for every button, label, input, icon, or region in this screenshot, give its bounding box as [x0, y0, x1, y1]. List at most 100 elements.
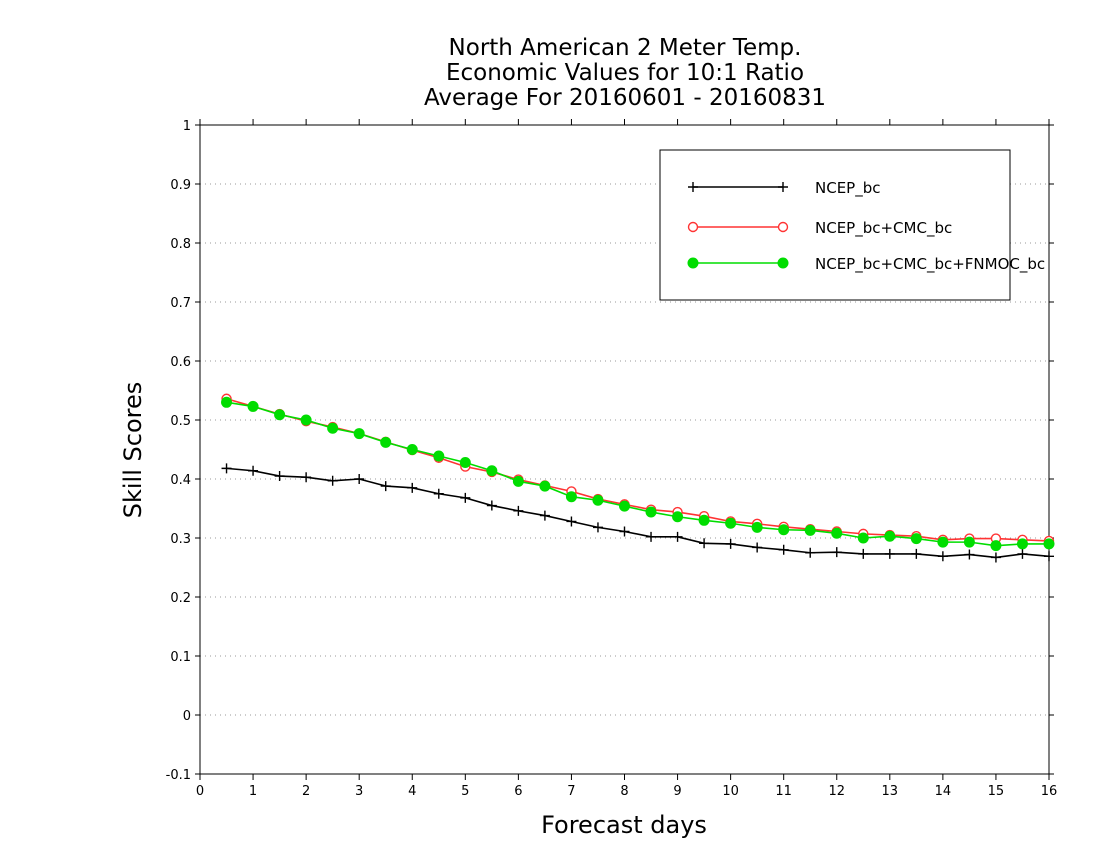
legend-label: NCEP_bc: [815, 179, 881, 198]
x-tick-label: 4: [408, 784, 416, 799]
y-tick-label: 0: [183, 709, 191, 724]
data-point-plus: [301, 472, 312, 483]
data-point-filled-circle: [433, 450, 445, 462]
chart-title-line-3: Average For 20160601 - 20160831: [423, 85, 827, 111]
data-point-filled-circle: [1016, 538, 1028, 550]
chart-title-line-1: North American 2 Meter Temp.: [448, 35, 802, 61]
data-point-filled-circle: [565, 491, 577, 503]
data-point-filled-circle: [778, 524, 790, 536]
data-point-filled-circle: [486, 465, 498, 477]
series-ncep-bc-cmc-bc: [221, 393, 1055, 547]
data-point-filled-circle: [884, 530, 896, 542]
data-point-plus: [672, 531, 683, 542]
series-ncep-bc-cmc-bc-fnmoc-bc: [221, 396, 1055, 552]
data-point-plus: [911, 548, 922, 559]
data-point-plus: [380, 481, 391, 492]
data-point-filled-circle: [353, 428, 365, 440]
series-line: [226, 401, 1049, 547]
series-ncep-bc: [221, 463, 1054, 563]
data-point-filled-circle: [804, 524, 816, 536]
data-point-plus: [327, 475, 338, 486]
data-point-plus: [778, 544, 789, 555]
legend: NCEP_bc NCEP_bc+CMC_bc NCEP_bc+CMC_bc+FNMO…: [659, 149, 1045, 301]
data-point-plus: [248, 465, 259, 476]
data-point-plus: [1017, 548, 1028, 559]
data-point-plus: [1044, 551, 1054, 562]
data-point-filled-circle: [300, 414, 312, 426]
data-point-plus: [858, 548, 869, 559]
data-point-filled-circle: [406, 444, 418, 455]
series-lines: [221, 393, 1055, 563]
x-tick-label: 3: [355, 784, 363, 799]
data-point-plus: [354, 474, 365, 484]
data-point-plus: [990, 552, 1001, 563]
y-axis-label: Skill Scores: [119, 382, 147, 519]
data-point-plus: [688, 182, 698, 192]
legend-entry: NCEP_bc+CMC_bc+FNMOC_bc: [687, 255, 1045, 274]
x-tick-label: 10: [722, 784, 739, 799]
data-point-open-circle: [777, 221, 789, 233]
data-point-plus: [964, 549, 975, 560]
legend-entry: NCEP_bc: [688, 179, 881, 198]
chart-title: North American 2 Meter Temp. Economic Va…: [0, 36, 1100, 111]
data-point-filled-circle: [910, 533, 922, 545]
data-point-plus: [433, 488, 444, 499]
data-point-filled-circle: [1043, 538, 1055, 550]
data-point-plus: [937, 551, 948, 562]
data-point-plus: [407, 482, 418, 493]
y-tick-label: 0.4: [170, 473, 191, 488]
data-point-filled-circle: [963, 536, 975, 548]
x-tick-label: 15: [988, 784, 1005, 799]
y-tick-label: 0.7: [170, 296, 191, 311]
legend-entry: NCEP_bc+CMC_bc: [687, 219, 952, 238]
data-point-plus: [884, 548, 895, 559]
data-point-plus: [805, 547, 816, 558]
data-point-filled-circle: [221, 396, 233, 408]
x-tick-label: 12: [828, 784, 845, 799]
data-point-plus: [619, 526, 630, 537]
data-point-filled-circle: [539, 480, 551, 492]
y-tick-label: 0.8: [170, 237, 191, 252]
data-point-open-circle: [687, 221, 699, 233]
x-tick-label: 7: [567, 784, 575, 799]
data-point-plus: [831, 547, 842, 558]
data-point-plus: [592, 522, 603, 533]
legend-label: NCEP_bc+CMC_bc+FNMOC_bc: [815, 255, 1045, 274]
x-tick-label: 5: [461, 784, 469, 799]
x-tick-label: 16: [1041, 784, 1058, 799]
x-tick-label: 1: [249, 784, 257, 799]
x-tick-label: 0: [196, 784, 204, 799]
y-tick-label: 0.2: [170, 591, 191, 606]
data-point-filled-circle: [592, 494, 604, 506]
data-point-filled-circle: [327, 422, 339, 434]
x-tick-label: 13: [882, 784, 899, 799]
data-point-filled-circle: [274, 409, 286, 421]
y-tick-label: 0.5: [170, 414, 191, 429]
data-point-plus: [513, 505, 524, 516]
data-point-plus: [699, 538, 710, 549]
y-tick-label: 1: [183, 119, 191, 134]
data-point-filled-circle: [459, 456, 471, 468]
y-tick-label: 0.1: [170, 650, 191, 665]
y-tick-label: 0.3: [170, 532, 191, 547]
legend-box: [659, 149, 1011, 301]
data-point-filled-circle: [751, 521, 763, 533]
x-tick-label: 8: [620, 784, 628, 799]
y-tick-label: 0.6: [170, 355, 191, 370]
data-point-plus: [778, 182, 788, 192]
data-point-filled-circle: [990, 540, 1002, 552]
data-point-plus: [725, 538, 736, 549]
x-tick-label: 9: [673, 784, 681, 799]
data-point-filled-circle: [937, 536, 949, 548]
axis-ticks: -0.100.10.20.30.40.50.60.70.80.910 1 2 3 4 5 6…: [166, 119, 1058, 799]
x-tick-label: 6: [514, 784, 522, 799]
x-tick-label: 2: [302, 784, 310, 799]
y-tick-label: -0.1: [166, 768, 191, 783]
data-point-filled-circle: [777, 257, 789, 269]
data-point-filled-circle: [672, 511, 684, 523]
x-axis-label: Forecast days: [541, 811, 707, 839]
data-point-filled-circle: [380, 436, 392, 448]
data-point-plus: [221, 463, 232, 474]
data-point-filled-circle: [687, 257, 699, 269]
